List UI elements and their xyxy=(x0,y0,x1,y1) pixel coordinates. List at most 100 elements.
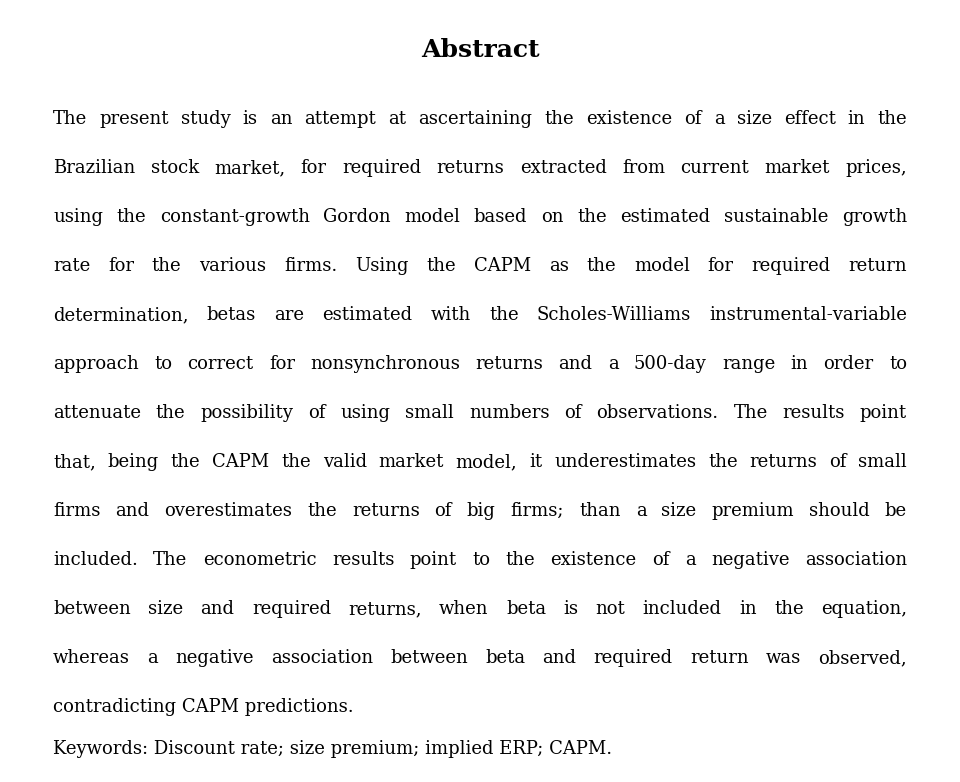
Text: included: included xyxy=(643,600,722,618)
Text: return: return xyxy=(690,649,749,667)
Text: as: as xyxy=(549,257,568,275)
Text: the: the xyxy=(544,110,574,128)
Text: firms: firms xyxy=(53,502,101,520)
Text: point: point xyxy=(410,551,457,569)
Text: results: results xyxy=(782,404,845,422)
Text: firms;: firms; xyxy=(511,502,564,520)
Text: being: being xyxy=(108,453,158,471)
Text: beta: beta xyxy=(485,649,525,667)
Text: the: the xyxy=(587,257,616,275)
Text: order: order xyxy=(824,355,874,373)
Text: determination,: determination, xyxy=(53,306,188,324)
Text: underestimates: underestimates xyxy=(554,453,696,471)
Text: firms.: firms. xyxy=(284,257,337,275)
Text: for: for xyxy=(300,159,326,177)
Text: of: of xyxy=(308,404,325,422)
Text: small: small xyxy=(858,453,907,471)
Text: the: the xyxy=(577,208,607,226)
Text: extracted: extracted xyxy=(519,159,607,177)
Text: attenuate: attenuate xyxy=(53,404,141,422)
Text: than: than xyxy=(579,502,621,520)
Text: a: a xyxy=(147,649,157,667)
Text: the: the xyxy=(506,551,535,569)
Text: instrumental-variable: instrumental-variable xyxy=(709,306,907,324)
Text: for: for xyxy=(108,257,134,275)
Text: whereas: whereas xyxy=(53,649,130,667)
Text: present: present xyxy=(99,110,169,128)
Text: observations.: observations. xyxy=(596,404,719,422)
Text: effect: effect xyxy=(783,110,835,128)
Text: required: required xyxy=(342,159,421,177)
Text: not: not xyxy=(596,600,626,618)
Text: between: between xyxy=(390,649,468,667)
Text: using: using xyxy=(53,208,103,226)
Text: the: the xyxy=(116,208,146,226)
Text: a: a xyxy=(608,355,618,373)
Text: and: and xyxy=(559,355,592,373)
Text: returns: returns xyxy=(437,159,504,177)
Text: in: in xyxy=(848,110,865,128)
Text: when: when xyxy=(439,600,489,618)
Text: the: the xyxy=(489,306,518,324)
Text: Using: Using xyxy=(355,257,409,275)
Text: of: of xyxy=(652,551,669,569)
Text: and: and xyxy=(201,600,234,618)
Text: model,: model, xyxy=(456,453,517,471)
Text: prices,: prices, xyxy=(846,159,907,177)
Text: returns: returns xyxy=(475,355,543,373)
Text: using: using xyxy=(341,404,391,422)
Text: market: market xyxy=(378,453,444,471)
Text: between: between xyxy=(53,600,131,618)
Text: possibility: possibility xyxy=(201,404,293,422)
Text: nonsynchronous: nonsynchronous xyxy=(310,355,460,373)
Text: with: with xyxy=(430,306,470,324)
Text: equation,: equation, xyxy=(821,600,907,618)
Text: size: size xyxy=(736,110,772,128)
Text: The: The xyxy=(733,404,768,422)
Text: model: model xyxy=(634,257,690,275)
Text: growth: growth xyxy=(842,208,907,226)
Text: and: and xyxy=(115,502,150,520)
Text: correct: correct xyxy=(187,355,253,373)
Text: a: a xyxy=(684,551,696,569)
Text: to: to xyxy=(889,355,907,373)
Text: association: association xyxy=(271,649,372,667)
Text: of: of xyxy=(829,453,847,471)
Text: Brazilian: Brazilian xyxy=(53,159,135,177)
Text: existence: existence xyxy=(551,551,636,569)
Text: big: big xyxy=(467,502,495,520)
Text: is: is xyxy=(243,110,257,128)
Text: based: based xyxy=(474,208,527,226)
Text: estimated: estimated xyxy=(620,208,710,226)
Text: required: required xyxy=(593,649,673,667)
Text: The: The xyxy=(53,110,87,128)
Text: for: for xyxy=(269,355,295,373)
Text: the: the xyxy=(708,453,737,471)
Text: in: in xyxy=(739,600,756,618)
Text: size: size xyxy=(661,502,697,520)
Text: Keywords: Discount rate; size premium; implied ERP; CAPM.: Keywords: Discount rate; size premium; i… xyxy=(53,740,612,758)
Text: Scholes-Williams: Scholes-Williams xyxy=(537,306,691,324)
Text: an: an xyxy=(270,110,292,128)
Text: sustainable: sustainable xyxy=(724,208,828,226)
Text: a: a xyxy=(713,110,725,128)
Text: valid: valid xyxy=(323,453,367,471)
Text: required: required xyxy=(252,600,331,618)
Text: should: should xyxy=(809,502,870,520)
Text: overestimates: overestimates xyxy=(164,502,292,520)
Text: range: range xyxy=(722,355,776,373)
Text: the: the xyxy=(774,600,804,618)
Text: included.: included. xyxy=(53,551,138,569)
Text: the: the xyxy=(152,257,181,275)
Text: the: the xyxy=(877,110,907,128)
Text: a: a xyxy=(636,502,646,520)
Text: are: are xyxy=(274,306,304,324)
Text: negative: negative xyxy=(175,649,253,667)
Text: various: various xyxy=(200,257,266,275)
Text: that,: that, xyxy=(53,453,96,471)
Text: the: the xyxy=(171,453,201,471)
Text: existence: existence xyxy=(586,110,672,128)
Text: of: of xyxy=(435,502,452,520)
Text: at: at xyxy=(388,110,406,128)
Text: contradicting CAPM predictions.: contradicting CAPM predictions. xyxy=(53,698,353,716)
